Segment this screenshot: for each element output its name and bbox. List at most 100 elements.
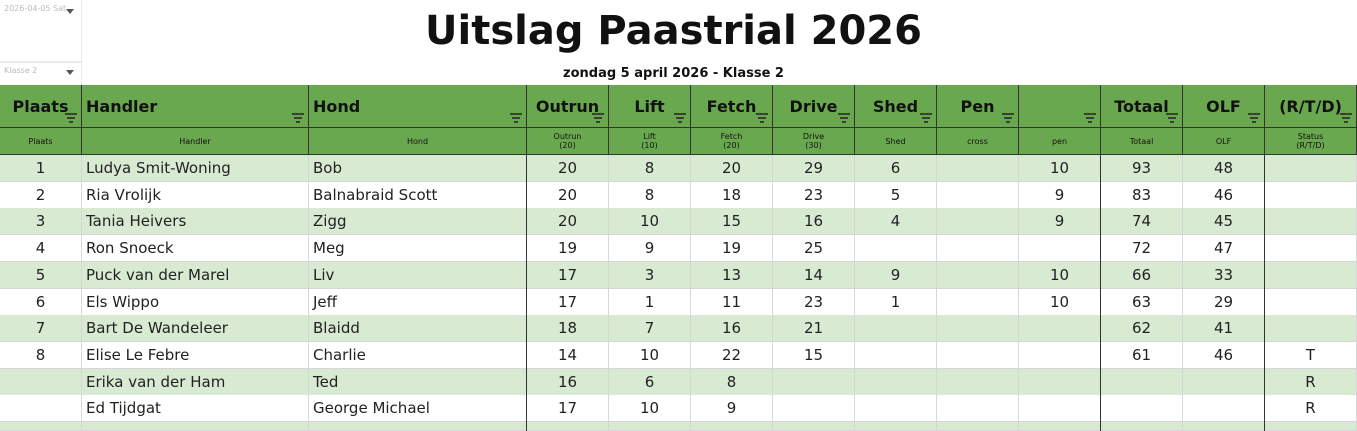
table-cell: 5 [855,181,937,209]
title: Uitslag Paastrial 2026 [425,8,922,54]
table-cell: 22 [691,341,773,369]
empty-cell [309,422,527,431]
table-cell: 62 [1101,315,1183,343]
filter-icon[interactable] [1166,113,1178,123]
table-cell [937,155,1019,182]
header-cell[interactable]: Pen [937,85,1019,128]
table-cell: 4 [0,235,82,263]
table-cell: 8 [0,341,82,369]
table-cell: 10 [1019,288,1101,316]
table-cell: Elise Le Febre [82,341,309,369]
filter-icon[interactable] [292,113,304,123]
empty-cell [855,422,937,431]
table-cell: 9 [855,261,937,289]
header-cell[interactable]: Lift [609,85,691,128]
filter-icon[interactable] [838,113,850,123]
table-cell: 17 [527,395,609,423]
table-cell [1265,181,1357,209]
table-cell: George Michael [309,395,527,423]
table-cell: 45 [1183,208,1265,236]
table-cell [0,395,82,423]
table-cell: 20 [527,155,609,182]
table-cell: Meg [309,235,527,263]
filter-icon[interactable] [674,113,686,123]
table-cell: Bart De Wandeleer [82,315,309,343]
column-border [1264,85,1265,431]
table-cell: 10 [609,208,691,236]
filter-icon[interactable] [1002,113,1014,123]
table-cell [1019,315,1101,343]
table-cell: R [1265,395,1357,423]
table-cell: 6 [0,288,82,316]
table-cell [1183,368,1265,396]
table-cell [1265,208,1357,236]
table-cell: 19 [691,235,773,263]
table-cell: Erika van der Ham [82,368,309,396]
table-cell: Tania Heivers [82,208,309,236]
filter-icon[interactable] [510,113,522,123]
header-cell[interactable]: Drive [773,85,855,128]
table-cell [937,315,1019,343]
table-cell [1101,368,1183,396]
table-cell: 83 [1101,181,1183,209]
table-cell: Ludya Smit-Woning [82,155,309,182]
table-cell: 10 [609,395,691,423]
filter-icon[interactable] [756,113,768,123]
subtitle: zondag 5 april 2026 - Klasse 2 [563,66,784,81]
table-cell: 5 [0,261,82,289]
table-cell: Bob [309,155,527,182]
subheader-cell: Fetch (20) [691,128,773,155]
subheader-cell: Handler [82,128,309,155]
table-cell: 46 [1183,341,1265,369]
table-cell: Ron Snoeck [82,235,309,263]
header-cell[interactable]: Hond [309,85,527,128]
table-cell [937,341,1019,369]
table-cell: 1 [609,288,691,316]
empty-cell [773,422,855,431]
header-cell[interactable]: Handler [82,85,309,128]
table-cell [937,235,1019,263]
table-cell: 10 [1019,261,1101,289]
table-cell [1019,368,1101,396]
header-cell[interactable]: Shed [855,85,937,128]
table-cell: 14 [527,341,609,369]
empty-cell [1183,422,1265,431]
header-cell[interactable]: Plaats [0,85,82,128]
table-cell: 10 [609,341,691,369]
header-cell[interactable]: (R/T/D) [1265,85,1357,128]
table-cell: Blaidd [309,315,527,343]
empty-cell [527,422,609,431]
subheader-cell: pen [1019,128,1101,155]
filter-icon[interactable] [1084,113,1096,123]
header-cell[interactable] [1019,85,1101,128]
table-cell: 20 [691,155,773,182]
filter-icon[interactable] [592,113,604,123]
table-cell: 23 [773,288,855,316]
class-selector[interactable]: Klasse 2 [4,66,38,75]
header-cell[interactable]: Fetch [691,85,773,128]
table-cell: 48 [1183,155,1265,182]
filter-icon[interactable] [1340,113,1352,123]
table-cell: 20 [527,181,609,209]
header-cell[interactable]: Totaal [1101,85,1183,128]
table-cell [937,261,1019,289]
table-cell: 1 [0,155,82,182]
table-cell: 11 [691,288,773,316]
table-cell: 29 [773,155,855,182]
table-cell: Balnabraid Scott [309,181,527,209]
filter-icon[interactable] [1248,113,1260,123]
header-cell[interactable]: OLF [1183,85,1265,128]
table-cell [855,395,937,423]
table-cell: 16 [527,368,609,396]
filter-icon[interactable] [65,113,77,123]
table-cell: 7 [609,315,691,343]
table-cell: 7 [0,315,82,343]
date-selector[interactable]: 2026-04-05 Sat [4,4,67,13]
header-cell[interactable]: Outrun [527,85,609,128]
table-cell: 3 [0,208,82,236]
table-cell: Zigg [309,208,527,236]
table-cell: 46 [1183,181,1265,209]
filter-icon[interactable] [920,113,932,123]
table-cell [1019,235,1101,263]
